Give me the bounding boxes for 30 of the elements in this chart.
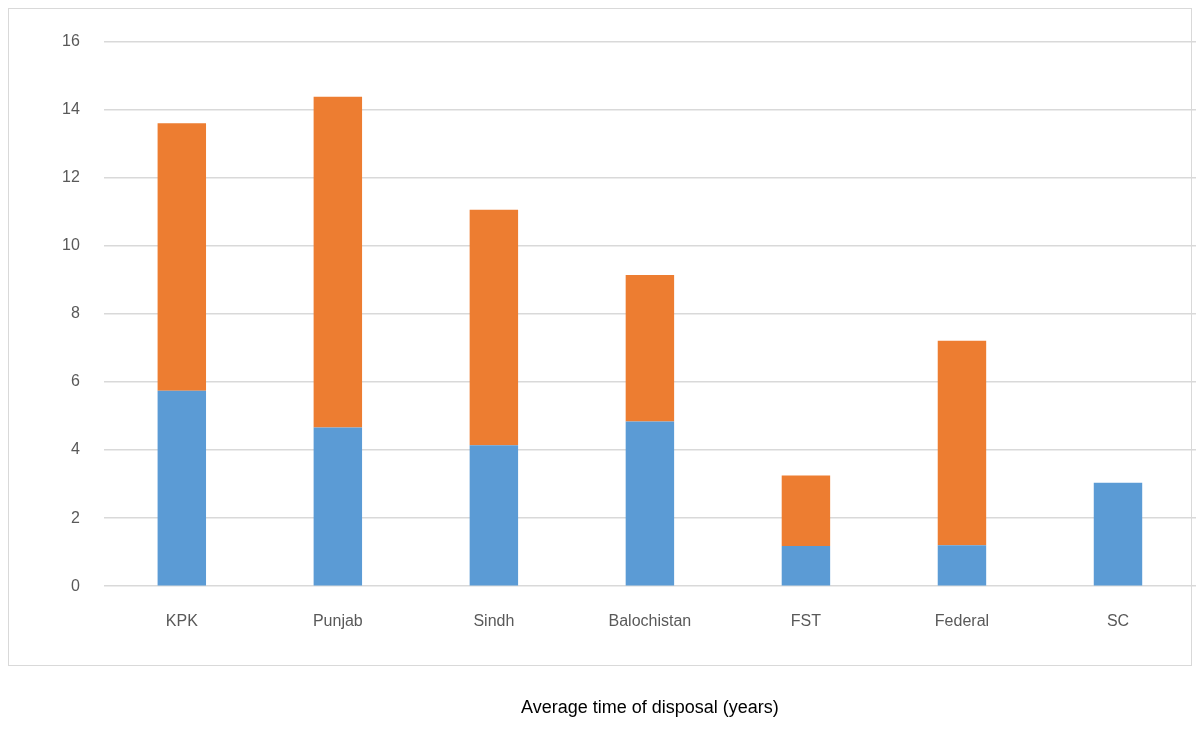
y-tick-label: 2 (70, 508, 80, 526)
y-tick-label: 0 (70, 576, 80, 594)
x-tick-label: SC (1106, 612, 1130, 630)
y-tick-label: 10 (62, 236, 80, 254)
x-tick-label: KPK (165, 612, 199, 630)
x-tick-label: Federal (934, 612, 990, 630)
y-tick-label: 12 (62, 168, 80, 186)
bar (469, 445, 519, 586)
bar (469, 209, 519, 446)
x-axis-title: Average time of disposal (years) (521, 697, 779, 718)
x-tick-label: Sindh (473, 612, 515, 630)
bar (157, 123, 207, 391)
y-tick-label: 14 (62, 100, 80, 118)
y-tick-label: 6 (70, 372, 80, 390)
bar (1093, 482, 1143, 586)
bar (937, 340, 987, 546)
bar (313, 427, 363, 586)
x-tick-label: FST (790, 612, 822, 630)
y-tick-label: 16 (62, 32, 80, 50)
y-tick-label: 8 (70, 304, 80, 322)
bar (937, 545, 987, 586)
bar (313, 96, 363, 428)
bar (781, 546, 831, 586)
bar (157, 390, 207, 586)
bar (781, 475, 831, 547)
x-tick-label: Punjab (312, 612, 363, 630)
bar (625, 275, 675, 422)
x-tick-label: Balochistan (608, 612, 692, 630)
bar (625, 421, 675, 586)
y-tick-label: 4 (70, 440, 80, 458)
